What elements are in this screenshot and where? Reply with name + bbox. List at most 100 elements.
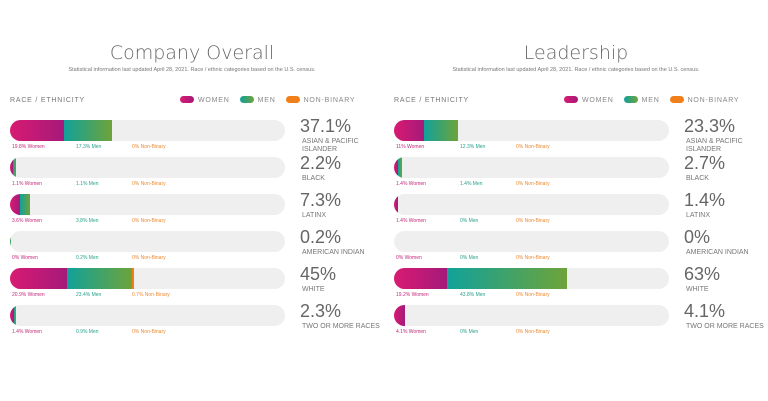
bar-men	[397, 157, 402, 178]
total-percent: 2.3%	[300, 301, 342, 321]
total-percent: 2.2%	[300, 153, 342, 173]
total-percent: 0%	[684, 227, 711, 247]
bar-track	[394, 157, 669, 178]
category-label: LATINX	[686, 212, 710, 219]
legend-men: MEN	[239, 96, 276, 104]
nonbinary-label: 0% Non-Binary	[132, 144, 166, 150]
nonbinary-label: 0% Non-Binary	[132, 255, 166, 261]
category-label: ASIAN & PACIFIC ISLANDER	[686, 138, 743, 153]
women-label: 19.2% Women	[396, 292, 429, 298]
men-label: 12.3% Men	[460, 144, 486, 150]
bar-women	[10, 305, 14, 326]
category-label: WHITE	[302, 286, 325, 293]
bar-row: 3.6% Women 3.8% Men 0% Non-Binary 7.3% L…	[10, 190, 380, 230]
chart-subtitle: Statistical information last updated Apr…	[452, 67, 700, 73]
women-label: 1.1% Women	[12, 181, 42, 187]
total-percent: 37.1%	[300, 116, 352, 136]
column-header: RACE / ETHNICITY	[10, 97, 86, 104]
total-percent: 2.7%	[684, 153, 726, 173]
men-label: 3.8% Men	[76, 218, 99, 224]
legend-women: WOMEN	[564, 96, 614, 104]
nonbinary-label: 0% Non-Binary	[516, 255, 550, 261]
legend-nonbinary: NON-BINARY	[285, 96, 356, 104]
bar-track	[10, 157, 285, 178]
bar-nonbinary	[131, 268, 134, 289]
bar-row: 1.1% Women 1.1% Men 0% Non-Binary 2.2% B…	[10, 153, 380, 193]
category-label: LATINX	[302, 212, 326, 219]
legend: WOMEN MEN NON-BINARY	[564, 96, 739, 104]
men-label: 1.4% Men	[460, 181, 483, 187]
bar-women	[394, 268, 447, 289]
men-label: 0.2% Men	[76, 255, 99, 261]
nonbinary-label: 0% Non-Binary	[516, 292, 550, 298]
nonbinary-label: 0% Non-Binary	[132, 181, 166, 187]
category-label: AMERICAN INDIAN	[302, 249, 365, 256]
total-percent: 7.3%	[300, 190, 342, 210]
legend-men: MEN	[623, 96, 660, 104]
men-label: 17.3% Men	[76, 144, 102, 150]
total-percent: 0.2%	[300, 227, 342, 247]
bar-men	[13, 157, 17, 178]
bar-row: 4.1% Women 0% Men 0% Non-Binary 4.1% TWO…	[394, 301, 764, 341]
total-percent: 45%	[300, 264, 337, 284]
bar-row: 0% Women 0.2% Men 0% Non-Binary 0.2% AME…	[10, 227, 380, 267]
chart-title: Company Overall	[109, 42, 275, 64]
women-label: 20.9% Women	[12, 292, 45, 298]
women-label: 3.6% Women	[12, 218, 42, 224]
women-label: 1.4% Women	[12, 329, 42, 335]
bar-men	[13, 305, 17, 326]
women-label: 1.4% Women	[396, 218, 426, 224]
men-label: 43.8% Men	[460, 292, 486, 298]
legend-nonbinary: NON-BINARY	[669, 96, 740, 104]
nonbinary-label: 0% Non-Binary	[132, 329, 166, 335]
women-label: 0% Women	[396, 255, 422, 261]
nonbinary-label: 0% Non-Binary	[516, 181, 550, 187]
bar-men	[19, 194, 31, 215]
category-label: TWO OR MORE RACES	[302, 323, 380, 330]
company-overall-panel: Company Overall Statistical information …	[10, 42, 380, 341]
bar-row: 1.4% Women 1.4% Men 0% Non-Binary 2.7% B…	[394, 153, 764, 193]
leadership-panel: Leadership Statistical information last …	[384, 0, 768, 401]
bar-row: 20.9% Women 23.4% Men 0.7% Non-Binary 45…	[10, 264, 380, 304]
bar-track	[394, 268, 669, 289]
bar-track	[10, 120, 285, 141]
bar-women	[10, 194, 20, 215]
bar-row: 0% Women 0% Men 0% Non-Binary 0% AMERICA…	[394, 227, 764, 267]
men-label: 23.4% Men	[76, 292, 102, 298]
bar-men	[10, 231, 11, 252]
category-label: ASIAN & PACIFIC ISLANDER	[302, 138, 359, 153]
women-label: 11% Women	[396, 144, 425, 150]
bar-row: 19.8% Women 17.3% Men 0% Non-Binary 37.1…	[10, 116, 380, 156]
category-label: BLACK	[686, 175, 709, 182]
legend: WOMEN MEN NON-BINARY	[180, 96, 355, 104]
bar-row: 1.4% Women 0.9% Men 0% Non-Binary 2.3% T…	[10, 301, 380, 341]
nonbinary-label: 0% Non-Binary	[516, 329, 550, 335]
total-percent: 63%	[684, 264, 721, 284]
bar-men	[446, 268, 568, 289]
men-label: 0.9% Men	[76, 329, 99, 335]
bar-track	[394, 231, 669, 252]
bar-row: 11% Women 12.3% Men 0% Non-Binary 23.3% …	[394, 116, 764, 156]
category-label: TWO OR MORE RACES	[686, 323, 764, 330]
total-percent: 4.1%	[684, 301, 726, 321]
total-percent: 23.3%	[684, 116, 736, 136]
bar-women	[10, 120, 65, 141]
chart-title: Leadership	[523, 42, 629, 64]
category-label: BLACK	[302, 175, 325, 182]
bar-women	[394, 157, 398, 178]
men-label: 0% Men	[460, 218, 479, 224]
nonbinary-label: 0.7% Non-Binary	[132, 292, 170, 298]
bar-women	[394, 120, 425, 141]
bar-track	[394, 305, 669, 326]
nonbinary-label: 0% Non-Binary	[516, 144, 550, 150]
column-header: RACE / ETHNICITY	[394, 97, 470, 104]
bar-row: 19.2% Women 43.8% Men 0% Non-Binary 63% …	[394, 264, 764, 304]
women-label: 0% Women	[12, 255, 38, 261]
nonbinary-label: 0% Non-Binary	[132, 218, 166, 224]
bar-track	[10, 231, 285, 252]
bar-men	[64, 120, 112, 141]
bar-track	[10, 194, 285, 215]
bar-track	[394, 120, 669, 141]
men-label: 1.1% Men	[76, 181, 99, 187]
total-percent: 1.4%	[684, 190, 726, 210]
